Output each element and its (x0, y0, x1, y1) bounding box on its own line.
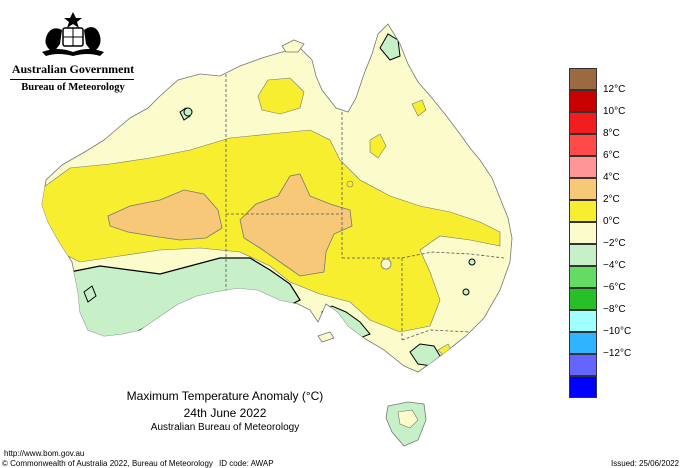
legend-label: −10°C (603, 326, 632, 337)
warm-anomaly-spot (346, 180, 354, 188)
legend-swatch (569, 156, 597, 178)
map-title: Maximum Temperature Anomaly (°C) (126, 389, 324, 403)
hot-anomaly-central (239, 173, 353, 277)
legend-swatch (569, 90, 597, 112)
legend-label: 12°C (603, 84, 626, 95)
warm-anomaly-cape (369, 133, 387, 159)
kangaroo-island (317, 331, 335, 343)
cool-anomaly-cape-york (379, 33, 401, 61)
map-date: 24th June 2022 (183, 406, 267, 420)
legend-label: −12°C (603, 348, 632, 359)
legend-swatch (569, 332, 597, 354)
legend-swatch (569, 288, 597, 310)
legend-swatch (569, 200, 597, 222)
header-divider (10, 79, 134, 80)
legend-swatch (569, 376, 597, 398)
warm-anomaly-east (411, 99, 427, 117)
map-source: Australian Bureau of Meteorology (150, 422, 300, 433)
border-qld-nsw (401, 251, 505, 259)
legend-swatch (569, 134, 597, 156)
cool-anomaly-spot (462, 288, 470, 296)
legend-label: −8°C (603, 304, 626, 315)
legend-label: −6°C (603, 282, 626, 293)
legend-swatch (569, 112, 597, 134)
cool-anomaly-spot (380, 258, 392, 270)
coat-of-arms-icon (42, 12, 104, 56)
cool-anomaly-spot (183, 107, 193, 117)
footer-url: http://www.bom.gov.au (4, 449, 85, 458)
legend-label: 0°C (603, 216, 620, 227)
hot-anomaly-west (107, 189, 223, 241)
footer-id-code: ID code: AWAP (219, 459, 274, 468)
legend-label: 6°C (603, 150, 620, 161)
agency-name: Bureau of Meteorology (21, 82, 125, 93)
legend-swatch (569, 178, 597, 200)
legend-swatch (569, 222, 597, 244)
legend-swatch (569, 266, 597, 288)
footer-issued: Issued: 25/06/2022 (611, 459, 680, 468)
legend-label: 4°C (603, 172, 620, 183)
cool-anomaly-southwest (69, 257, 301, 341)
cool-anomaly-southwest-core (83, 285, 97, 303)
tasmania-warm (397, 409, 419, 429)
cool-anomaly-spot (468, 258, 476, 266)
legend-swatch (569, 310, 597, 332)
legend-swatch (569, 244, 597, 266)
footer-copyright: © Commonwealth of Australia 2022, Bureau… (2, 459, 213, 468)
state-borders (225, 74, 505, 341)
warm-anomaly-north (257, 77, 305, 115)
legend-label: 8°C (603, 128, 620, 139)
tiwi-islands (281, 39, 305, 53)
legend-label: −2°C (603, 238, 626, 249)
government-name: Australian Government (11, 62, 135, 76)
legend-label: −4°C (603, 260, 626, 271)
border-nsw-vic (401, 329, 471, 341)
legend-swatch (569, 68, 597, 90)
legend-label: 10°C (603, 106, 626, 117)
legend-label: 2°C (603, 194, 620, 205)
legend-swatch (569, 354, 597, 376)
